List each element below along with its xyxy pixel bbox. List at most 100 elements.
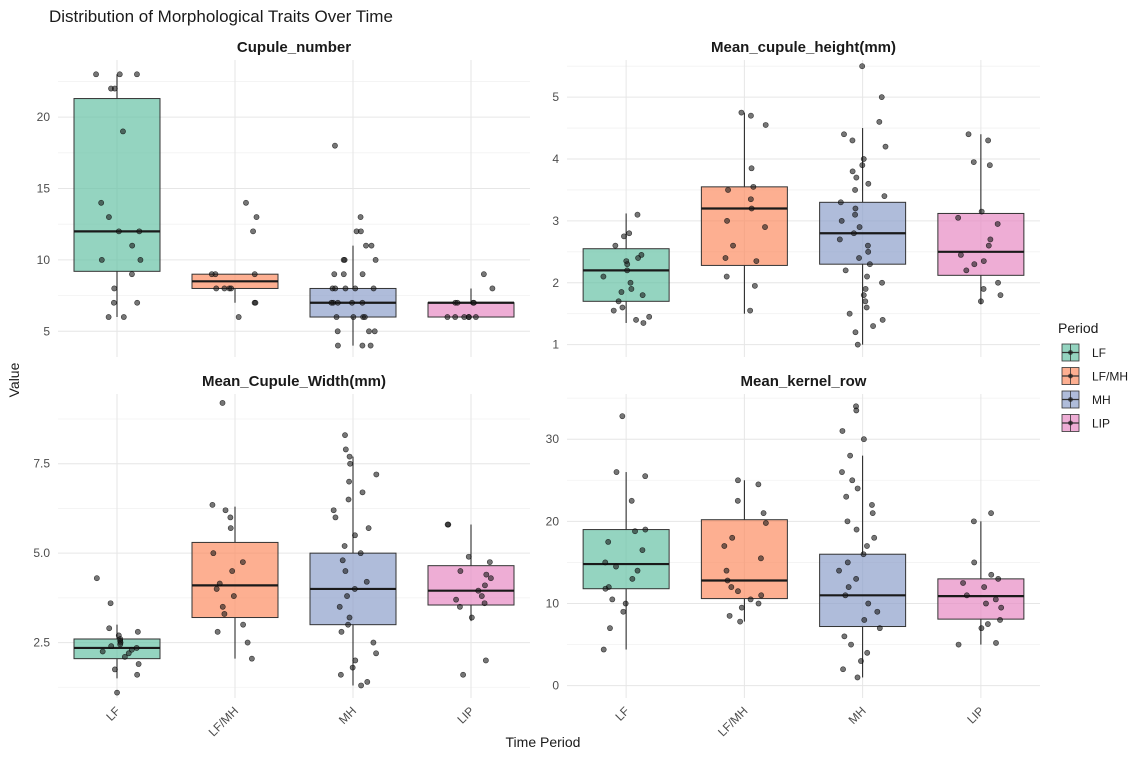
data-point: [334, 328, 341, 335]
data-point: [881, 193, 888, 200]
data-point: [750, 183, 757, 190]
facet-panel: 5 10 15 20 Cupule_number: [37, 39, 530, 357]
data-point: [619, 304, 626, 311]
legend-item: LF/MH: [1061, 367, 1128, 385]
data-point: [963, 267, 970, 274]
data-point: [339, 557, 346, 564]
data-point: [981, 584, 988, 590]
data-point: [482, 582, 488, 589]
data-point: [729, 534, 736, 541]
data-point: [853, 575, 860, 582]
data-point: [358, 682, 364, 689]
box-lf-mh: [191, 199, 279, 320]
data-point: [626, 230, 633, 237]
legend-key-point: [1068, 420, 1073, 426]
data-point: [457, 568, 464, 574]
data-point: [861, 617, 868, 623]
data-point: [357, 214, 364, 220]
data-point: [331, 271, 338, 278]
data-point: [344, 593, 350, 599]
data-point: [735, 588, 741, 595]
y-tick-label: 7.5: [33, 457, 50, 471]
legend-label: LF/MH: [1092, 370, 1128, 384]
data-point: [737, 618, 744, 625]
data-point: [978, 298, 984, 305]
legend-key-point: [1068, 397, 1073, 402]
data-point: [955, 214, 962, 221]
data-point: [359, 489, 366, 496]
x-tick-label: LF: [103, 704, 123, 724]
data-point: [222, 507, 229, 514]
data-point: [882, 143, 889, 150]
data-point: [357, 550, 364, 557]
data-point: [208, 271, 215, 278]
data-point: [734, 497, 741, 504]
data-point: [642, 526, 649, 533]
data-point: [620, 608, 627, 615]
data-point: [252, 299, 259, 306]
data-point: [351, 586, 358, 592]
data-point: [364, 679, 371, 685]
data-point: [876, 118, 883, 125]
data-point: [251, 271, 258, 278]
data-point: [452, 314, 459, 320]
data-point: [748, 205, 755, 212]
data-point: [352, 657, 359, 664]
data-point: [134, 628, 141, 635]
data-point: [107, 600, 114, 607]
data-point: [646, 313, 653, 320]
data-point: [864, 543, 870, 549]
data-point: [862, 286, 869, 292]
data-point: [370, 639, 377, 646]
data-point: [852, 187, 858, 193]
data-point: [634, 211, 641, 218]
data-point: [461, 314, 468, 320]
data-point: [470, 299, 477, 306]
box-body: [937, 212, 1025, 276]
data-point: [117, 641, 124, 648]
y-tick-label: 3: [552, 214, 559, 228]
data-point: [125, 650, 132, 657]
facet-title: Mean_kernel_row: [741, 373, 867, 390]
y-tick-label: 20: [546, 514, 560, 528]
y-tick-label: 4: [552, 152, 559, 166]
data-point: [134, 299, 141, 306]
data-point: [843, 493, 850, 500]
data-point: [482, 657, 489, 664]
data-point: [332, 285, 339, 292]
data-point: [121, 653, 128, 660]
data-point: [622, 600, 629, 607]
legend-key-point: [1068, 350, 1073, 355]
data-point: [342, 285, 349, 292]
data-point: [341, 543, 348, 549]
data-point: [747, 307, 754, 314]
data-point: [995, 279, 1001, 286]
data-point: [600, 273, 607, 280]
data-point: [640, 320, 647, 326]
data-point: [363, 242, 369, 249]
x-tick-label: LF: [612, 704, 632, 724]
data-point: [346, 478, 352, 485]
data-point: [849, 477, 856, 484]
data-point: [346, 614, 353, 621]
data-point: [106, 625, 113, 632]
data-point: [473, 314, 479, 320]
data-point: [859, 162, 866, 169]
data-point: [869, 510, 876, 517]
data-point: [852, 205, 859, 212]
data-point: [860, 156, 867, 162]
data-point: [607, 625, 613, 632]
data-point: [468, 614, 475, 621]
facet-panels: 5 10 15 20 Cupule_number 1 2 3 4 5 Mean_cupule_hei…: [33, 39, 1040, 739]
data-point: [980, 286, 987, 292]
y-tick-label: 10: [546, 597, 560, 611]
box-body: [73, 98, 161, 272]
data-point: [347, 460, 354, 467]
data-point: [361, 314, 368, 320]
box-body: [937, 578, 1025, 620]
box-body: [700, 186, 788, 266]
y-tick-label: 20: [37, 110, 51, 124]
data-point: [110, 299, 117, 306]
data-point: [965, 131, 972, 138]
y-tick-label: 15: [37, 182, 51, 196]
